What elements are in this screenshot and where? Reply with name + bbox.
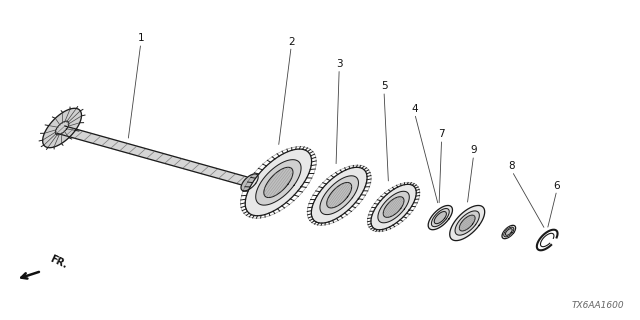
Polygon shape — [371, 184, 416, 230]
Polygon shape — [327, 182, 351, 208]
Polygon shape — [450, 205, 484, 241]
Text: 3: 3 — [336, 59, 342, 69]
Polygon shape — [504, 227, 514, 237]
Polygon shape — [378, 191, 410, 223]
Text: FR.: FR. — [48, 254, 68, 270]
Text: 6: 6 — [554, 180, 560, 191]
Polygon shape — [460, 215, 475, 231]
Polygon shape — [435, 212, 446, 224]
Polygon shape — [428, 205, 452, 230]
Polygon shape — [311, 167, 367, 223]
Text: 7: 7 — [438, 129, 445, 140]
Polygon shape — [241, 174, 258, 191]
Polygon shape — [43, 108, 81, 148]
Polygon shape — [245, 149, 312, 216]
Polygon shape — [455, 211, 479, 235]
Text: 9: 9 — [470, 145, 477, 156]
Polygon shape — [506, 229, 512, 235]
Polygon shape — [256, 160, 301, 205]
Polygon shape — [57, 126, 253, 186]
Text: TX6AA1600: TX6AA1600 — [572, 301, 624, 310]
Polygon shape — [502, 225, 516, 239]
Polygon shape — [383, 197, 404, 217]
Text: 8: 8 — [509, 161, 515, 172]
Polygon shape — [264, 167, 293, 197]
Polygon shape — [320, 176, 358, 215]
Text: 4: 4 — [412, 104, 418, 114]
Text: 2: 2 — [288, 36, 294, 47]
Polygon shape — [431, 209, 449, 227]
Text: 1: 1 — [138, 33, 144, 44]
Text: 5: 5 — [381, 81, 387, 92]
